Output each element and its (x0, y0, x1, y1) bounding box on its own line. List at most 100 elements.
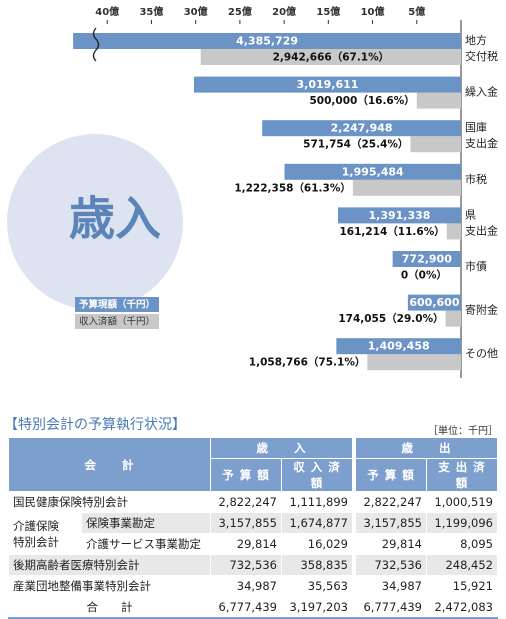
value-label: 1,995,484 (342, 165, 404, 178)
x-tick-label: 25億 (228, 5, 252, 18)
cell-value: 34,987 (210, 575, 282, 597)
value-text: 174,055 (338, 313, 386, 325)
category-label: 市税 (465, 172, 487, 186)
bar (392, 251, 461, 267)
rate-label: （29.0%） (386, 312, 443, 325)
value-label: 3,019,611 (296, 78, 358, 91)
cell-value: 1,674,877 (281, 512, 353, 534)
category-label: 市債 (465, 259, 487, 273)
cell-value: 6,777,439 (210, 596, 282, 619)
value-text: 500,000 (310, 95, 358, 107)
column-header: 収 入 済 額 (281, 458, 353, 492)
row-label: 介護サービス事業勘定 (81, 533, 211, 555)
table-row: 国民健康保険特別会計 2,822,247 1,111,899 2,822,247 1,0… (8, 491, 498, 513)
table: 会 計 歳 入 歳 出 予 算 額収 入 済 額予 算 額支 出 済 額 国民健… (8, 437, 498, 619)
bar (200, 49, 461, 65)
cell-value: 2,472,083 (426, 596, 498, 619)
rate-label: （16.6%） (357, 94, 414, 107)
table-title: 【特別会計の予算執行状況】 (4, 417, 186, 433)
bar (337, 207, 461, 224)
value-label: 1,058,766（75.1%） (249, 356, 366, 369)
bar (336, 338, 461, 355)
cell-value: 6,777,439 (355, 596, 427, 619)
cell-value: 15,921 (426, 575, 498, 597)
category-line: 繰入金 (465, 85, 498, 99)
value-label: 772,900 (402, 253, 452, 266)
x-tick-label: 30億 (184, 5, 208, 18)
bar (352, 179, 461, 196)
row-label: 合 計 (8, 596, 211, 619)
cell-value: 358,835 (281, 554, 353, 576)
table-row: 産業団地整備事業特別会計 34,987 35,563 34,987 15,921 (8, 575, 498, 597)
x-tick-label: 15億 (316, 5, 340, 18)
table-unit: ［単位：千円］ (428, 426, 498, 437)
category-label: 県支出金 (465, 208, 498, 237)
table-row: 合 計 6,777,439 3,197,203 6,777,439 2,472,083 (8, 596, 498, 619)
rate-label: （25.4%） (351, 138, 408, 151)
value-label: 2,247,948 (331, 122, 393, 135)
value-text: 161,214 (339, 226, 387, 238)
bar (446, 223, 461, 240)
circle-label: 歳入 (69, 192, 161, 246)
category-label: 寄附金 (465, 303, 498, 317)
gap (352, 554, 356, 576)
gap (352, 575, 356, 597)
category-line: その他 (465, 347, 498, 360)
value-label: 4,385,729 (236, 35, 298, 48)
value-text: 0 (401, 270, 408, 282)
category-label: 国庫支出金 (465, 120, 498, 150)
subheader-row: 予 算 額収 入 済 額予 算 額支 出 済 額 (9, 458, 498, 492)
gap (352, 491, 356, 513)
x-tick-label: 20億 (272, 5, 296, 18)
row-label: 後期高齢者医療特別会計 (8, 554, 211, 576)
bar (407, 294, 461, 311)
bar (73, 33, 462, 49)
row-label: 国民健康保険特別会計 (8, 491, 211, 513)
value-text: 1,058,766 (249, 357, 308, 369)
bar (367, 354, 461, 371)
value-label: 571,754（25.4%） (303, 138, 408, 151)
category-line: 県 (465, 208, 476, 221)
cell-value: 29,814 (210, 533, 282, 555)
legend-swatch (75, 297, 159, 312)
header-revenue: 歳 入 (210, 437, 353, 459)
cell-value: 8,095 (426, 533, 498, 555)
rate-label: （61.3%） (293, 181, 350, 194)
table-row: 介護サービス事業勘定 29,814 16,029 29,814 8,095 (9, 533, 498, 555)
header-account: 会 計 (8, 437, 211, 492)
category-line: 地方 (465, 33, 487, 47)
bar (410, 136, 461, 153)
cell-value: 29,814 (355, 533, 427, 555)
x-tick-label: 10億 (361, 5, 385, 18)
cell-value: 1,000,519 (426, 491, 498, 513)
bar (193, 76, 461, 93)
category-label: 地方交付税 (465, 33, 498, 63)
table-row: 後期高齢者医療特別会計 732,536 358,835 732,536 248,452 (8, 554, 498, 576)
value-label: 500,000（16.6%） (310, 94, 415, 107)
group-line: 特別会計 (13, 534, 59, 549)
cell-value: 3,197,203 (281, 596, 353, 619)
value-label: 1,222,358（61.3%） (234, 181, 351, 194)
circle-bg (7, 134, 183, 310)
bar (445, 310, 461, 327)
category-line: 市税 (465, 172, 487, 186)
value-text: 1,222,358 (234, 182, 293, 194)
value-label: 1,391,338 (369, 209, 431, 222)
gap (352, 437, 356, 492)
legend-swatch (75, 314, 159, 329)
cell-value: 35,563 (281, 575, 353, 597)
table-body: 国民健康保険特別会計 2,822,247 1,111,899 2,822,247 1,0… (8, 491, 498, 619)
cell-value: 732,536 (355, 554, 427, 576)
category-label: 繰入金 (465, 85, 498, 99)
legend-label: 収入済額（千円） (79, 316, 155, 328)
cell-value: 3,157,855 (210, 512, 282, 534)
cell-value: 3,157,855 (355, 512, 427, 534)
cell-value: 2,822,247 (210, 491, 282, 513)
value-text: 571,754 (303, 139, 351, 151)
value-text: 2,942,666 (273, 52, 332, 64)
category-line: 市債 (465, 259, 487, 273)
value-label: 161,214（11.6%） (339, 225, 444, 238)
cell-value: 248,452 (426, 554, 498, 576)
